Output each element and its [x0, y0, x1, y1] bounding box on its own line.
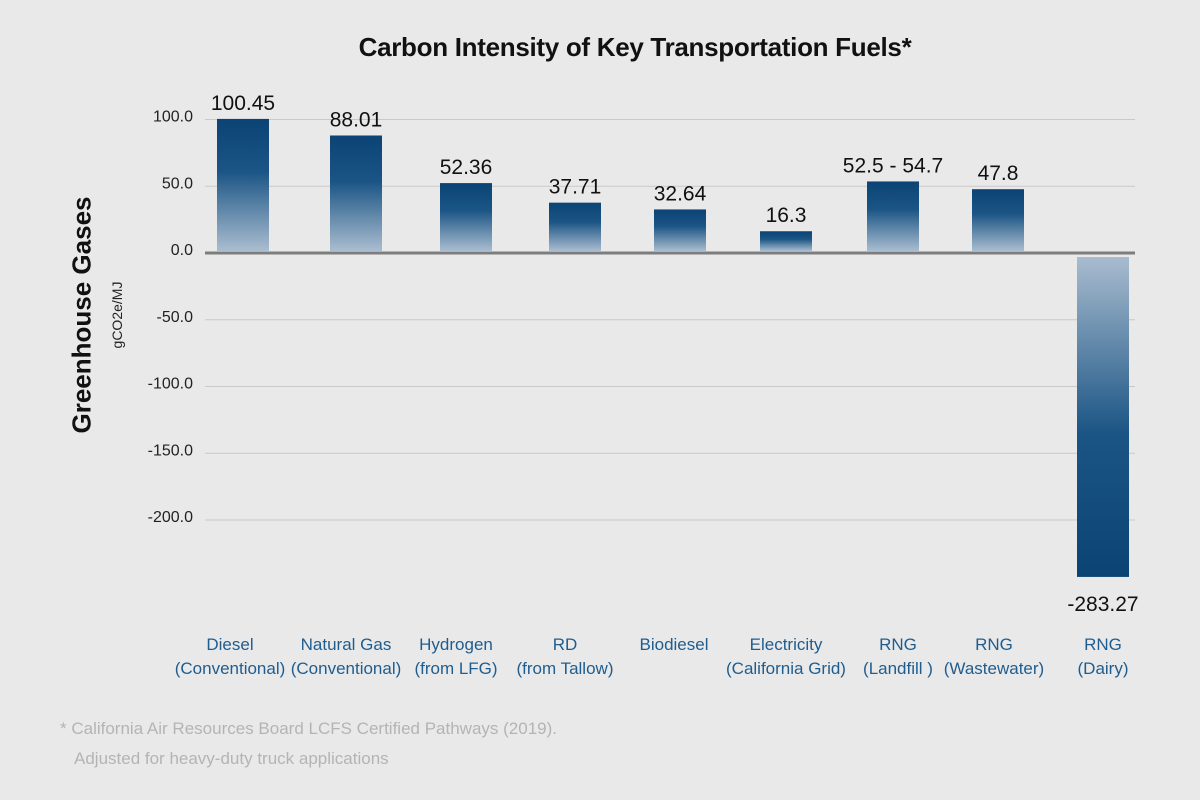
value-label: 16.3 [766, 204, 807, 227]
category-label: (Conventional) [175, 659, 286, 678]
category-label: RD [553, 635, 578, 654]
category-label: (Dairy) [1078, 659, 1129, 678]
category-label: Biodiesel [640, 635, 709, 654]
category-label: RNG [1084, 635, 1122, 654]
category-label: Hydrogen [419, 635, 493, 654]
category-label: RNG [879, 635, 917, 654]
value-label: 88.01 [330, 109, 383, 132]
category-label: Diesel [206, 635, 253, 654]
value-label: 52.5 - 54.7 [843, 154, 943, 177]
y-tick-label: -100.0 [148, 376, 193, 393]
category-labels: Diesel (Conventional) Natural Gas (Conventi… [175, 635, 1129, 678]
bar [549, 202, 601, 251]
value-label: 47.8 [978, 162, 1019, 185]
bar [867, 181, 919, 251]
category-label: (from LFG) [414, 659, 497, 678]
value-label: 32.64 [654, 182, 707, 205]
bar [440, 183, 492, 251]
category-label: (California Grid) [726, 659, 846, 678]
bar [654, 209, 706, 251]
value-label: 100.45 [211, 92, 275, 115]
value-label: 37.71 [549, 176, 602, 199]
bar [330, 135, 382, 251]
bars [217, 118, 1129, 577]
footnote-line-2: Adjusted for heavy-duty truck applicatio… [74, 749, 389, 768]
y-tick-label: 50.0 [162, 175, 193, 192]
category-label: (Conventional) [291, 659, 402, 678]
bar [1077, 257, 1129, 577]
footnote: * California Air Resources Board LCFS Ce… [60, 714, 557, 774]
category-label: Natural Gas [301, 635, 392, 654]
y-tick-labels: 100.0 50.0 0.0 -50.0 -100.0 -150.0 -200.0 [148, 109, 193, 527]
y-tick-label: 0.0 [171, 242, 193, 259]
bar [972, 189, 1024, 251]
category-label: (Wastewater) [944, 659, 1044, 678]
category-label: (from Tallow) [517, 659, 614, 678]
category-label: Electricity [750, 635, 823, 654]
y-tick-label: -150.0 [148, 442, 193, 459]
category-label: RNG [975, 635, 1013, 654]
value-label: 52.36 [440, 156, 493, 179]
y-tick-label: -200.0 [148, 509, 193, 526]
value-label: -283.27 [1067, 593, 1138, 616]
category-label: (Landfill ) [863, 659, 933, 678]
y-tick-label: -50.0 [157, 309, 194, 326]
y-tick-label: 100.0 [153, 109, 193, 126]
footnote-line-1: * California Air Resources Board LCFS Ce… [60, 719, 557, 738]
bar [217, 118, 269, 251]
value-labels: 100.45 88.01 52.36 37.71 32.64 16.3 52.5 - 54.… [211, 92, 1139, 616]
chart-title: Carbon Intensity of Key Transportation F… [358, 32, 912, 62]
bar [760, 231, 812, 251]
